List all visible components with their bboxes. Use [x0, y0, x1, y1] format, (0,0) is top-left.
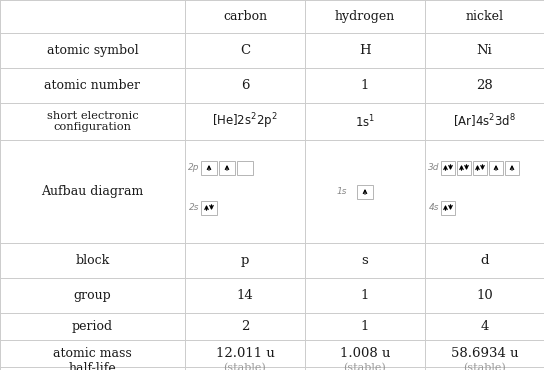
Text: 4s: 4s — [429, 203, 439, 212]
Text: 6: 6 — [241, 79, 249, 92]
Text: (stable): (stable) — [344, 363, 386, 370]
Text: d: d — [480, 254, 489, 267]
Text: (stable): (stable) — [224, 363, 267, 370]
Text: 2s: 2s — [189, 203, 199, 212]
Text: atomic mass: atomic mass — [53, 347, 132, 360]
Text: $\mathsf{[Ar]4s^23d^8}$: $\mathsf{[Ar]4s^23d^8}$ — [453, 113, 516, 130]
Bar — [201, 201, 217, 215]
Text: 1: 1 — [361, 289, 369, 302]
Text: 2: 2 — [241, 320, 249, 333]
Bar — [441, 201, 455, 215]
Text: 58.6934 u: 58.6934 u — [450, 347, 518, 360]
Text: $\mathsf{1s^1}$: $\mathsf{1s^1}$ — [355, 113, 375, 130]
Text: 28: 28 — [476, 79, 493, 92]
Text: 1: 1 — [361, 320, 369, 333]
Text: (stable): (stable) — [463, 363, 506, 370]
Text: half-life: half-life — [69, 362, 116, 370]
Text: 2p: 2p — [188, 163, 199, 172]
Text: 1.008 u: 1.008 u — [340, 347, 390, 360]
Bar — [489, 161, 503, 175]
Text: Aufbau diagram: Aufbau diagram — [41, 185, 144, 198]
Bar — [219, 161, 235, 175]
Text: group: group — [73, 289, 112, 302]
Text: C: C — [240, 44, 250, 57]
Text: 3d: 3d — [428, 163, 439, 172]
Bar — [237, 161, 253, 175]
Bar — [357, 185, 373, 198]
Text: carbon: carbon — [223, 10, 267, 23]
Text: 10: 10 — [476, 289, 493, 302]
Text: H: H — [359, 44, 371, 57]
Bar — [505, 161, 519, 175]
Text: 4: 4 — [480, 320, 489, 333]
Text: period: period — [72, 320, 113, 333]
Bar — [473, 161, 487, 175]
Text: s: s — [362, 254, 368, 267]
Text: $\mathsf{[He]2s^22p^2}$: $\mathsf{[He]2s^22p^2}$ — [212, 112, 278, 131]
Text: 1: 1 — [361, 79, 369, 92]
Text: short electronic
configuration: short electronic configuration — [47, 111, 138, 132]
Text: atomic symbol: atomic symbol — [47, 44, 138, 57]
Text: hydrogen: hydrogen — [335, 10, 395, 23]
Text: 12.011 u: 12.011 u — [215, 347, 274, 360]
Bar — [441, 161, 455, 175]
Text: 14: 14 — [237, 289, 254, 302]
Text: 1s: 1s — [337, 187, 347, 196]
Bar — [201, 161, 217, 175]
Text: p: p — [241, 254, 249, 267]
Text: Ni: Ni — [477, 44, 492, 57]
Text: atomic number: atomic number — [45, 79, 140, 92]
Text: nickel: nickel — [466, 10, 504, 23]
Bar — [457, 161, 471, 175]
Text: block: block — [76, 254, 110, 267]
